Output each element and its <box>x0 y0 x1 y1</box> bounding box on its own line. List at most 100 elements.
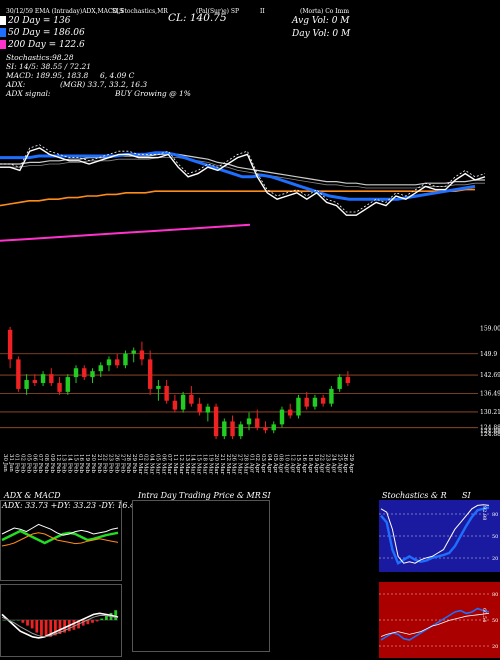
ema-chart <box>0 144 486 242</box>
macd-histogram-bar <box>72 620 76 630</box>
date-axis-label: 18 Apr <box>307 454 313 473</box>
close-price-label: CL: 140.75 <box>168 12 227 24</box>
macd-line <box>1 612 119 639</box>
price-axis-label: 149.9 <box>480 351 497 358</box>
candle-body <box>312 397 318 407</box>
header-line1: 30/12/59 EMA (Intraday)ADX,MACD,S <box>6 8 124 15</box>
candle-body <box>172 400 178 410</box>
date-axis-label: 22 Apr <box>319 454 325 473</box>
macd-histogram-bar <box>21 620 25 623</box>
date-axis-label: 21 Feb <box>96 454 102 474</box>
candle-body <box>24 380 29 389</box>
macd-extra-label: 6, 4.09 C <box>100 71 135 80</box>
macd-histogram-bar <box>105 615 108 620</box>
date-axis-label: 06 Feb <box>31 454 37 474</box>
candle-body <box>197 403 202 413</box>
macd-histogram-bar <box>53 620 57 636</box>
macd-histogram-bar <box>40 620 43 636</box>
stochastics-title: Stochastics & R <box>382 491 447 500</box>
price-axis-label: 159.00 <box>480 325 500 332</box>
price-axis-label: 142.69 <box>480 372 500 379</box>
date-axis-label: 01 Apr <box>248 454 254 473</box>
date-axis-label: 04 Mar <box>149 454 155 475</box>
macd-histogram-bar <box>16 620 20 621</box>
date-axis-label: 09 Feb <box>49 454 55 474</box>
stochastics-level-label: 20 <box>492 556 498 562</box>
candle-body <box>263 427 268 431</box>
candle-body <box>49 374 54 383</box>
candlestick-chart: 159.00 149.9 142.69 136.49 130.21 124.88124.8… <box>0 325 500 475</box>
candle-body <box>115 359 120 366</box>
adx-values-box: ADX: 33.73 +DY: 33.23 -DY: 16.47 <box>2 501 141 510</box>
ema-gray-line-2 <box>0 157 485 189</box>
day-volume-label: Day Vol: 0 M <box>292 29 351 39</box>
stochastics-k-line <box>380 506 490 565</box>
candle-body <box>7 329 13 360</box>
candle-body <box>288 409 293 416</box>
date-axis-label: 20 Feb <box>90 454 96 474</box>
candle-body <box>222 421 227 437</box>
date-axis-label: 11 Mar <box>172 454 178 475</box>
candle-body <box>279 409 285 425</box>
avg-volume-label: Avg Vol: 0 M <box>292 16 350 26</box>
candle-body <box>304 397 309 407</box>
date-axis-label: 30 Jan <box>2 454 8 472</box>
header-line1b: SI,Stochastics,MR <box>112 8 168 15</box>
candle-body <box>345 377 351 383</box>
candle-body <box>329 388 334 404</box>
candle-body <box>40 374 46 383</box>
date-axis-label: 26 Mar <box>231 454 237 475</box>
date-axis-label: 18 Mar <box>201 454 207 475</box>
date-axis-label: 16 Apr <box>301 454 307 473</box>
date-axis-label: 15 Mar <box>196 454 202 475</box>
candle-body <box>271 424 276 431</box>
date-axis-label: 01 Mar <box>137 454 143 475</box>
candle-body <box>238 424 243 437</box>
stochastics-label: Stochastics:98.28 <box>6 53 74 62</box>
date-axis-label: 05 Feb <box>26 454 32 474</box>
intraday-title: Intra Day Trading Price & MR <box>138 491 261 500</box>
macd-histogram-bar <box>35 620 39 633</box>
ema-gray-line <box>0 153 485 186</box>
date-axis-label: 29 Feb <box>131 454 137 474</box>
stochastics-value-label: 92.98 <box>481 506 487 520</box>
date-axis-label: 16 Feb <box>78 454 84 474</box>
date-axis-label: 08 Feb <box>43 454 49 474</box>
rsi-signal-line <box>380 613 490 637</box>
intraday-panel <box>132 500 270 652</box>
ema20-line <box>0 147 486 216</box>
candle-body <box>296 397 301 416</box>
date-axis-label: 31 Jan <box>8 454 14 472</box>
candle-body <box>189 394 194 404</box>
macd-histogram-bar <box>26 620 29 626</box>
macd-signal-line <box>1 615 119 638</box>
candle-body <box>156 385 161 389</box>
si-label: SI: 14/5: 38.55 / 72.21 <box>6 62 92 71</box>
plus-di-line <box>1 523 119 536</box>
adx-line <box>1 529 119 545</box>
candle-body <box>65 377 70 392</box>
macd-histogram-bar <box>49 620 53 637</box>
date-axis-label: 07 Mar <box>166 454 172 475</box>
ema200-swatch <box>0 40 6 49</box>
date-axis-label: 13 Mar <box>184 454 190 475</box>
date-axis-label: 26 Apr <box>342 454 348 473</box>
date-axis-label: 24 Apr <box>330 454 336 473</box>
macd-histogram-bar <box>81 620 85 626</box>
macd-histogram-bar <box>63 620 67 633</box>
stochastics-level-label: 80 <box>492 512 498 518</box>
candle-body <box>180 394 186 410</box>
rsi-level-label: 20 <box>492 644 498 650</box>
date-axis-label: 05 Apr <box>272 454 278 473</box>
date-axis-label: 05 Mar <box>155 454 161 475</box>
rsi-level-label: 80 <box>492 592 498 598</box>
date-axis-label: 23 Apr <box>325 454 331 473</box>
date-axis-label: 06 Mar <box>160 454 166 475</box>
ema50-swatch <box>0 28 6 37</box>
candle-body <box>230 421 235 437</box>
candle-body <box>57 383 62 392</box>
date-axis-label: 12 Feb <box>55 454 61 474</box>
minus-di-line <box>1 532 119 547</box>
date-axis-label: 21 Mar <box>219 454 225 475</box>
adx-signal-value: BUY Growing @ 1% <box>115 89 191 98</box>
